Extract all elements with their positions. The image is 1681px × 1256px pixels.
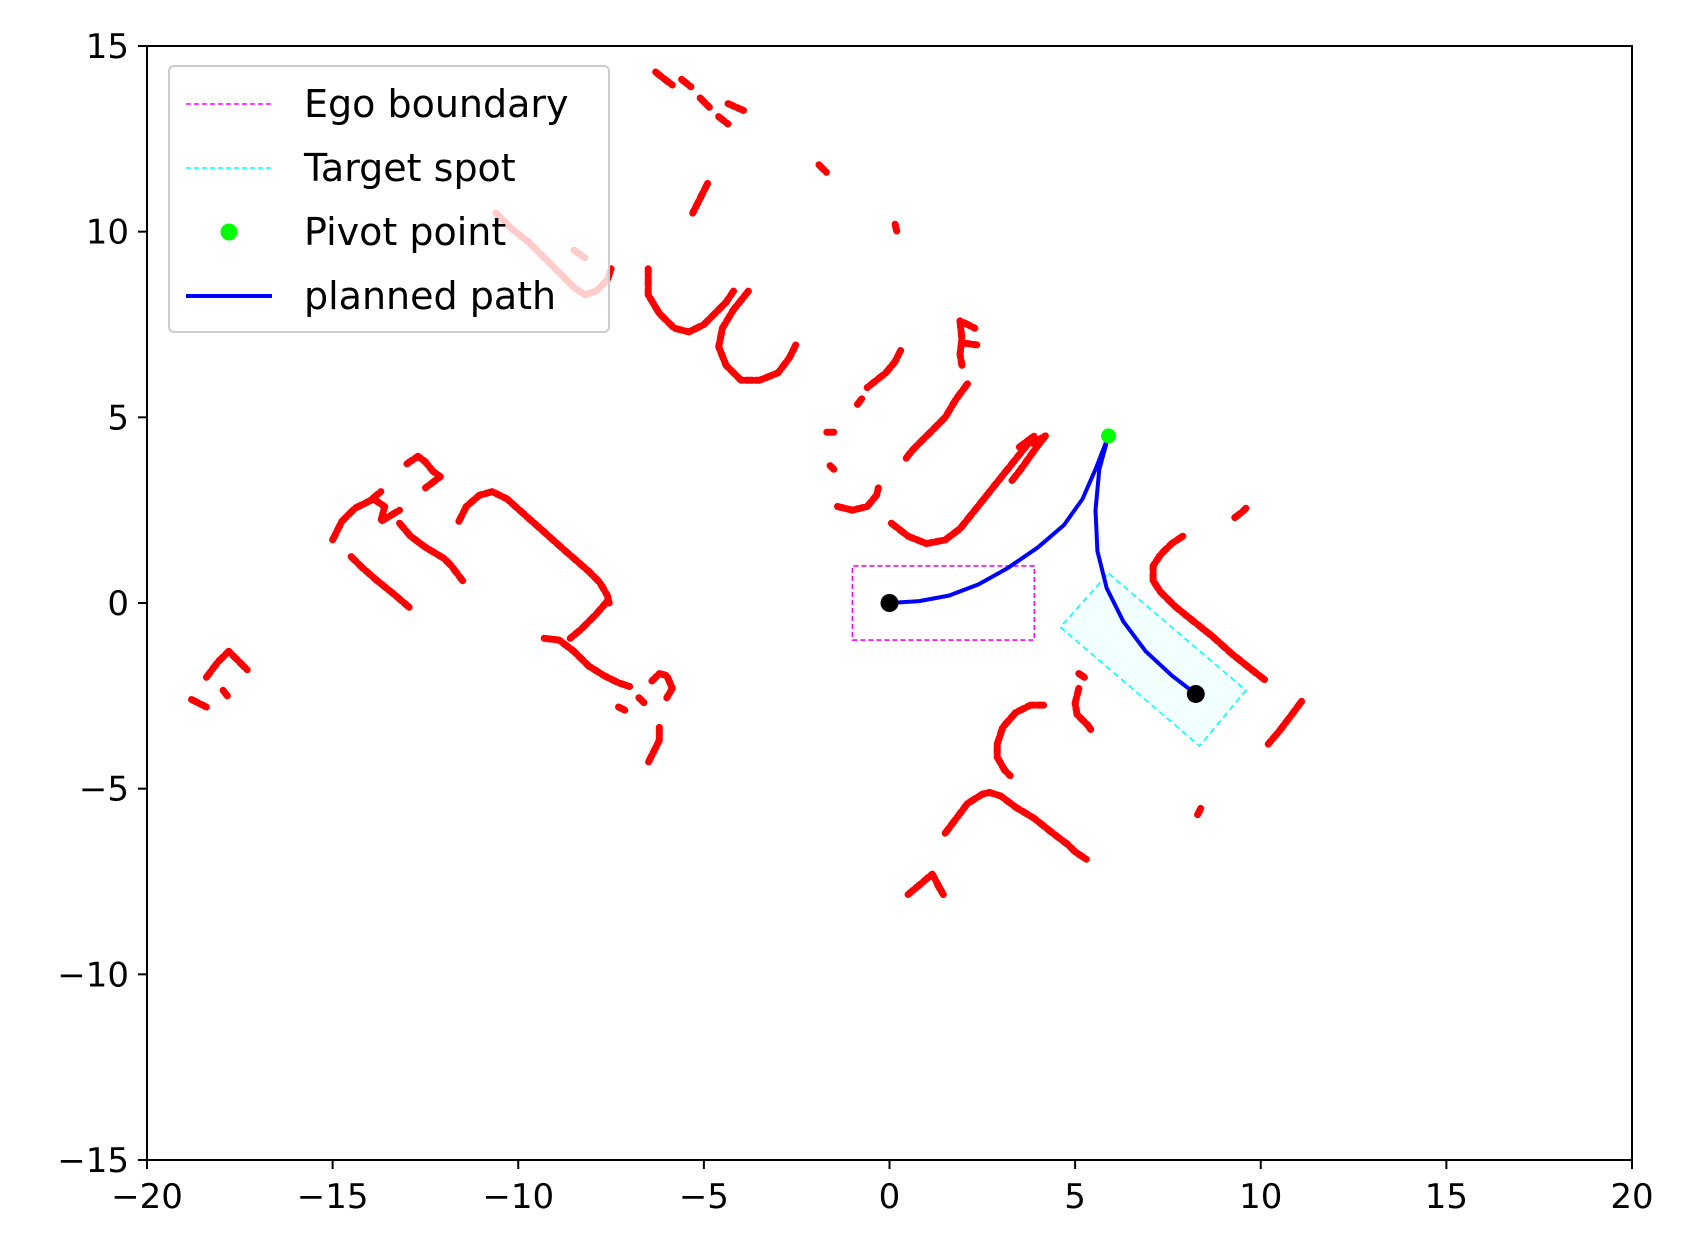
obstacle-segment (370, 495, 403, 525)
obstacle-segment (219, 686, 233, 702)
obstacle-segment (403, 452, 444, 492)
obstacle-segment (644, 723, 663, 767)
planned-path-segment (1093, 433, 1198, 696)
obstacle-segment (863, 347, 905, 392)
obstacle-segment (347, 553, 415, 613)
start-point (880, 594, 899, 612)
obstacle-segment (1075, 670, 1088, 681)
obstacle-segment (1264, 697, 1306, 748)
obstacle-segment (826, 462, 838, 473)
x-tick-label: −15 (297, 1177, 369, 1217)
y-tick-label: −10 (57, 955, 129, 995)
obstacle-segment (652, 68, 676, 89)
obstacle-segment (1071, 684, 1096, 735)
legend-box (168, 65, 610, 333)
obstacle-segment (941, 788, 1090, 863)
y-tick-label: 15 (86, 27, 129, 67)
legend-label-ego: Ego boundary (304, 82, 569, 126)
y-tick-label: 10 (86, 213, 129, 253)
obstacle-segment (396, 519, 467, 585)
obstacle-segment (834, 484, 882, 514)
obstacle-segment (724, 100, 749, 115)
obstacle-segment (1008, 432, 1049, 484)
obstacle-segment (644, 265, 738, 336)
obstacle-segment (852, 395, 866, 410)
obstacle-segment (615, 703, 630, 715)
obstacle-segment (188, 696, 210, 711)
y-tick-label: 0 (107, 584, 129, 624)
x-tick-label: 15 (1425, 1177, 1468, 1217)
x-tick-label: −10 (482, 1177, 554, 1217)
end-point (1186, 684, 1205, 703)
legend-label-target: Target spot (303, 146, 516, 190)
legend-handle-pivot (220, 223, 238, 241)
obstacle-segment (891, 220, 901, 236)
x-tick-label: 0 (879, 1177, 901, 1217)
legend: Ego boundary Target spot Pivot point planne… (168, 65, 610, 333)
obstacle-segment (1149, 532, 1270, 685)
obstacle-segment (635, 694, 648, 707)
obstacle-segment (566, 597, 611, 642)
y-tick-label: −15 (57, 1141, 129, 1181)
x-tick-label: 10 (1239, 1177, 1282, 1217)
obstacle-segment (904, 870, 947, 898)
obstacle-segment (202, 647, 251, 681)
obstacle-segment (887, 432, 1038, 548)
legend-label-pivot: Pivot point (304, 210, 506, 254)
legend-label-path: planned path (304, 274, 556, 318)
ego-boundary (851, 565, 1036, 641)
obstacle-segment (696, 94, 713, 111)
y-tick-label: 5 (107, 398, 129, 438)
obstacle-segment (689, 179, 712, 217)
obstacle-segment (960, 319, 979, 332)
obstacle-segment (960, 339, 981, 349)
obstacle-segment (678, 75, 695, 91)
y-tick-label: −5 (79, 770, 129, 810)
obstacle-segment (815, 161, 830, 176)
obstacle-segment (715, 113, 732, 128)
obstacle-segment (902, 380, 971, 462)
x-tick-label: −20 (111, 1177, 183, 1217)
obstacle-segment (1194, 803, 1205, 819)
obstacle-segment (648, 670, 676, 702)
obstacle-segment (993, 701, 1048, 780)
obstacle-segment (455, 488, 613, 607)
pivot-point (1101, 428, 1117, 444)
obstacle-segment (540, 634, 634, 690)
x-tick-label: −5 (679, 1177, 729, 1217)
obstacle-segment (956, 317, 966, 369)
planned-path-segment (887, 433, 1111, 605)
x-tick-label: 5 (1064, 1177, 1086, 1217)
x-tick-label: 20 (1610, 1177, 1653, 1217)
obstacle-segment (1231, 504, 1250, 522)
obstacle-segment (715, 287, 801, 384)
